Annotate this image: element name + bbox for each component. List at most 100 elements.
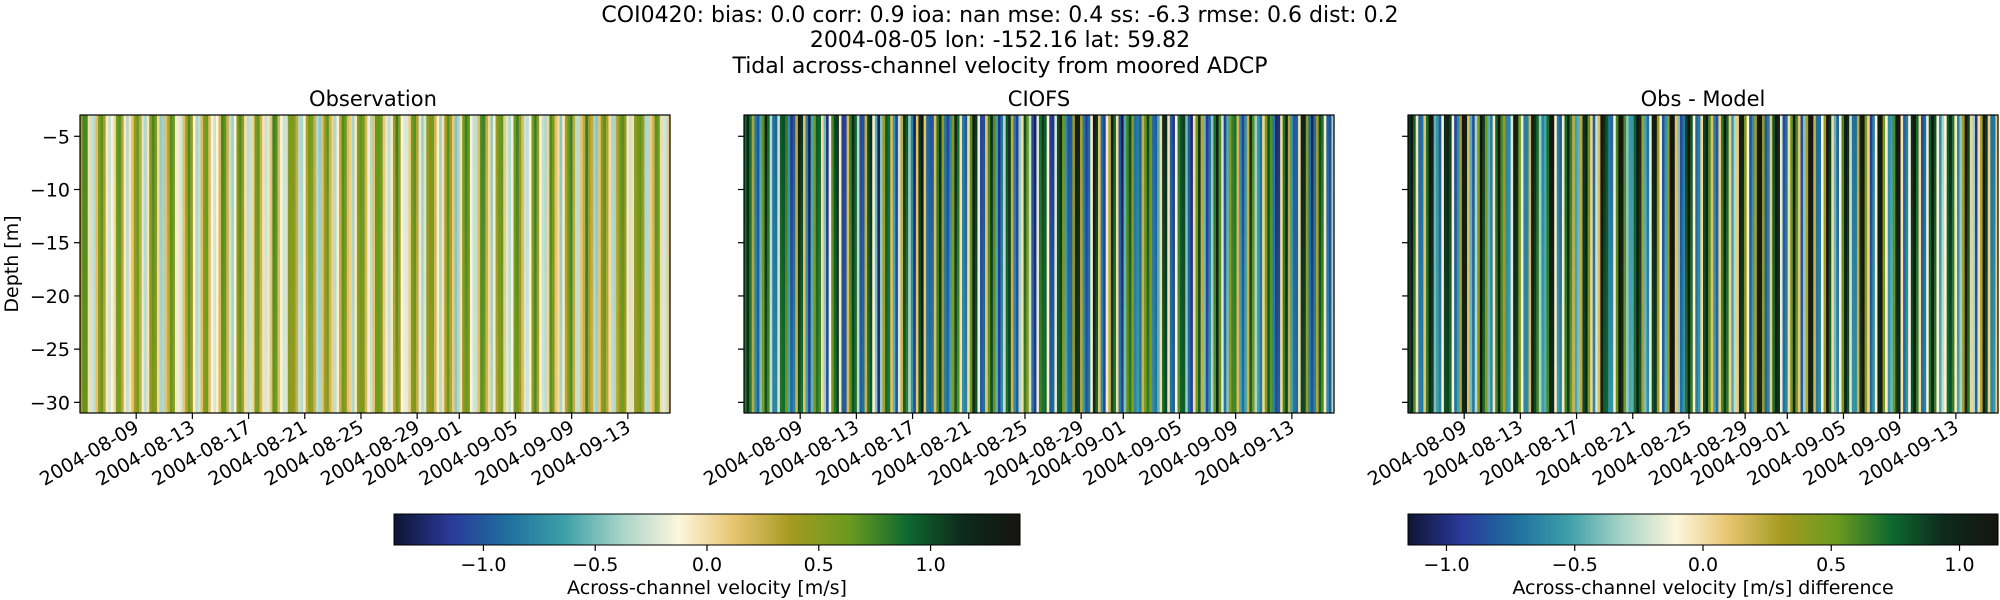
heatmap-cell [921, 115, 925, 413]
heatmap-cell [1546, 115, 1550, 413]
heatmap-cell [1618, 115, 1622, 413]
heatmap-cell [1659, 115, 1663, 413]
heatmap-cell [223, 115, 227, 413]
heatmap-cell [918, 115, 922, 413]
heatmap-cell [156, 115, 161, 413]
heatmap-cell [215, 115, 220, 413]
heatmap-cell [110, 115, 114, 413]
heatmap-cell [1487, 115, 1491, 413]
heatmap-cell [1815, 115, 1820, 413]
heatmap-cell [1931, 115, 1935, 413]
heatmap-cell [1531, 115, 1535, 413]
heatmap-cell [1951, 115, 1955, 413]
heatmap-cell [1710, 115, 1714, 413]
heatmap-cell [820, 115, 825, 413]
colorbar-tick-label: −1.0 [1423, 554, 1469, 576]
heatmap-cell [1118, 115, 1122, 413]
heatmap-cell [867, 115, 871, 413]
heatmap-cell [1275, 115, 1279, 413]
heatmap-cell [790, 115, 794, 413]
y-tick-label: −25 [30, 339, 70, 361]
heatmap-cell [1479, 115, 1483, 413]
heatmap-cell [1051, 115, 1055, 413]
heatmap-cell [390, 115, 394, 413]
heatmap-cell [182, 115, 186, 413]
heatmap-cell [287, 115, 291, 413]
heatmap-cell [1033, 115, 1038, 413]
heatmap-cell [1510, 115, 1514, 413]
heatmap-cell [803, 115, 807, 413]
heatmap-cell [1779, 115, 1784, 413]
heatmap-cell [1069, 115, 1073, 413]
panel-title-ciofs: CIOFS [1008, 87, 1070, 111]
heatmap-cell [890, 115, 894, 413]
heatmap-cell [144, 115, 148, 413]
heatmap-cell [1410, 115, 1414, 413]
heatmap-cell [1897, 115, 1902, 413]
heatmap-cell [1854, 115, 1858, 413]
heatmap-cell [1631, 115, 1635, 413]
heatmap-cell [485, 115, 489, 413]
heatmap-cell [1908, 115, 1912, 413]
heatmap-cell [1177, 115, 1181, 413]
heatmap-cell [423, 115, 427, 413]
heatmap-cell [536, 115, 540, 413]
heatmap-cell [1615, 115, 1619, 413]
heatmap-cell [777, 115, 781, 413]
heatmap-cell [885, 115, 889, 413]
y-tick-label: −5 [42, 126, 70, 148]
heatmap-cell [1159, 115, 1163, 413]
heatmap-cell [164, 115, 168, 413]
heatmap-cell [239, 115, 243, 413]
heatmap-cell [382, 115, 386, 413]
heatmap-cell [1074, 115, 1079, 413]
heatmap-cell [928, 115, 932, 413]
heatmap-cell [1777, 115, 1781, 413]
heatmap-cell [1636, 115, 1640, 413]
heatmap-cell [1054, 115, 1058, 413]
y-ticks-observation: −5 −10 −15 −20 −25 −30 [30, 126, 80, 414]
heatmap-cell [1579, 115, 1584, 413]
heatmap-cell [1423, 115, 1427, 413]
heatmap-cell [1633, 115, 1637, 413]
heatmap-cell [936, 115, 940, 413]
heatmap-cell [926, 115, 930, 413]
heatmap-cell [1041, 115, 1045, 413]
heatmap-cell [631, 115, 635, 413]
heatmap-cell [569, 115, 574, 413]
heatmap-cell [521, 115, 525, 413]
heatmap-cell [1582, 115, 1586, 413]
heatmap-cell [308, 115, 312, 413]
heatmap-cell [1867, 115, 1871, 413]
heatmap-cell [1844, 115, 1848, 413]
heatmap-cell [1982, 115, 1986, 413]
heatmap-cell [877, 115, 881, 413]
heatmap-cell [292, 115, 297, 413]
heatmap-cell [652, 115, 656, 413]
heatmap-cell [400, 115, 404, 413]
heatmap-cell [580, 115, 584, 413]
heatmap-cell [900, 115, 904, 413]
heatmap-cell [454, 115, 458, 413]
heatmap-cell [1554, 115, 1558, 413]
heatmap-cell [1838, 115, 1843, 413]
heatmap-cell [554, 115, 558, 413]
heatmap-cell [1190, 115, 1194, 413]
heatmap-cell [1490, 115, 1494, 413]
heatmap-cell [1036, 115, 1040, 413]
heatmap-cell [264, 115, 268, 413]
heatmap-cell [562, 115, 566, 413]
heatmap-cell [141, 115, 145, 413]
heatmap-cell [298, 115, 302, 413]
heatmap-cell [772, 115, 776, 413]
panel-title-obs-minus-model: Obs - Model [1641, 87, 1766, 111]
panel-title-observation: Observation [309, 87, 437, 111]
heatmap-cell [408, 115, 412, 413]
heatmap-cell [1808, 115, 1812, 413]
heatmap-cell [462, 115, 466, 413]
heatmap-cell [595, 115, 599, 413]
heatmap-cell [331, 115, 335, 413]
heatmap-cell [575, 115, 579, 413]
heatmap-cell [1810, 115, 1814, 413]
heatmap-cell [1595, 115, 1599, 413]
